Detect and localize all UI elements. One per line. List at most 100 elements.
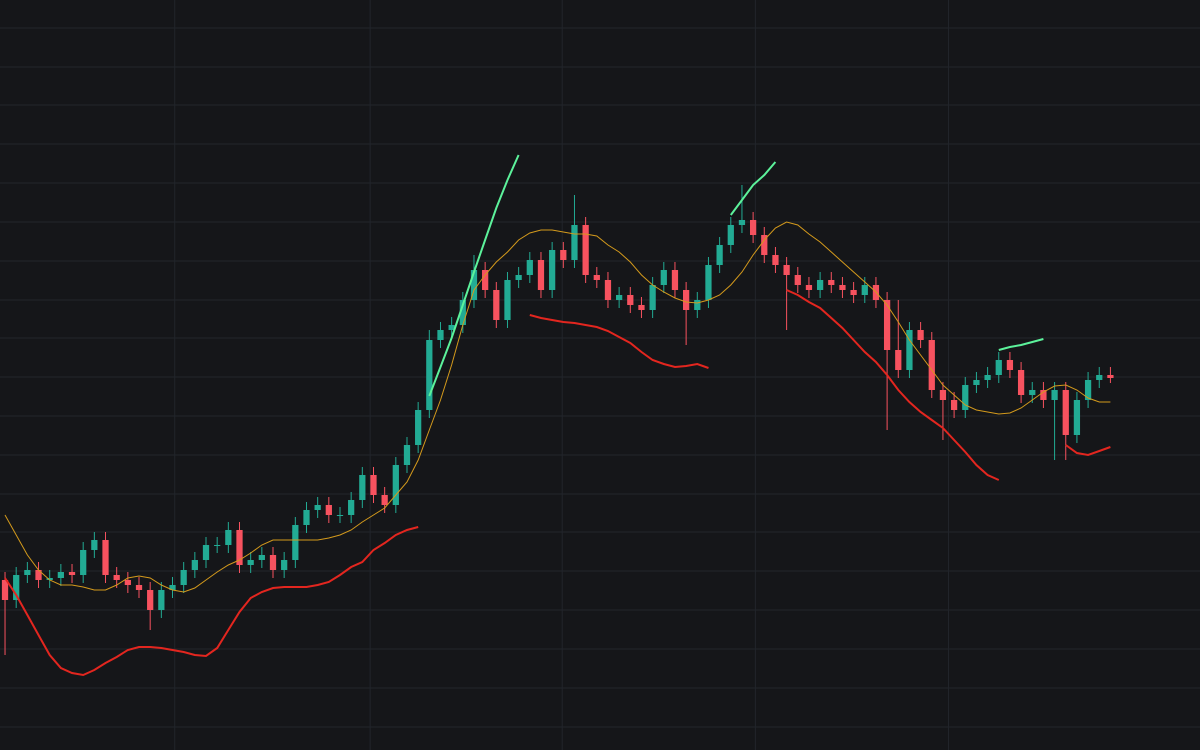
candle-body: [214, 545, 221, 546]
candle-body: [1073, 400, 1081, 435]
indicator-line: [998, 338, 1044, 351]
candle-body: [459, 300, 466, 325]
indicator-line: [786, 289, 1000, 481]
candle-body: [1062, 390, 1069, 435]
candle-body: [482, 270, 489, 290]
candle-body: [80, 550, 87, 575]
candle-body: [470, 270, 478, 300]
candle-body: [638, 305, 645, 310]
candle-body: [828, 280, 835, 285]
indicator-line: [428, 154, 520, 397]
candle-body: [537, 260, 545, 290]
candle-body: [180, 570, 187, 585]
candle-body: [560, 250, 567, 260]
candle-body: [861, 285, 868, 295]
candle-body: [169, 585, 176, 590]
candle-body: [113, 575, 120, 580]
candle-body: [816, 280, 824, 290]
candle-body: [549, 250, 556, 290]
candle-body: [805, 285, 813, 290]
candle-body: [1096, 375, 1103, 380]
candle-body: [392, 465, 399, 505]
candle-body: [281, 560, 288, 570]
candle-body: [939, 390, 947, 400]
candle-body: [336, 515, 344, 516]
candle-body: [839, 285, 846, 290]
candle-body: [749, 220, 757, 235]
candle-body: [348, 500, 355, 515]
candle-body: [727, 225, 734, 245]
candle-body: [660, 270, 667, 285]
indicator-line: [4, 526, 419, 677]
candle-body: [850, 290, 857, 295]
candle-body: [515, 275, 522, 280]
candle-body: [1029, 390, 1036, 395]
candle-body: [35, 570, 42, 580]
candle-body: [772, 255, 779, 265]
candle-body: [292, 525, 299, 560]
candle-body: [582, 225, 589, 275]
candle-body: [102, 540, 109, 575]
candle-body: [303, 510, 310, 525]
candle-body: [950, 400, 958, 410]
candle-body: [135, 585, 143, 590]
candle-body: [147, 590, 154, 610]
indicator-line: [529, 314, 709, 369]
candle-body: [917, 330, 924, 340]
candle-body: [370, 475, 377, 495]
candle-body: [1017, 370, 1025, 395]
candle-body: [895, 350, 902, 370]
candle-body: [325, 505, 332, 515]
candle-body: [269, 555, 277, 570]
candle-body: [504, 280, 511, 320]
candle-body: [158, 590, 165, 610]
candle-body: [437, 330, 444, 340]
candle-body: [1107, 375, 1114, 378]
candle-body: [794, 275, 801, 285]
candle-body: [906, 330, 913, 370]
candle-body: [91, 540, 98, 550]
candle-body: [593, 275, 600, 280]
candle-body: [403, 445, 411, 465]
candle-body: [124, 580, 131, 585]
candle-body: [202, 545, 210, 560]
candle-body: [783, 265, 790, 275]
candle-body: [682, 290, 690, 310]
candle-body: [883, 300, 891, 350]
candle-body: [928, 340, 935, 390]
candle-body: [426, 340, 433, 410]
candle-body: [493, 290, 500, 320]
candle-body: [13, 575, 20, 600]
candle-body: [649, 285, 656, 310]
candle-body: [1051, 390, 1058, 400]
candle-body: [415, 410, 422, 445]
indicator-line: [1065, 444, 1111, 457]
candle-body: [604, 280, 612, 300]
candle-body: [236, 530, 243, 565]
candle-body: [1, 580, 9, 600]
candle-body: [247, 560, 254, 565]
candle-body: [1006, 360, 1014, 370]
candle-body: [716, 245, 723, 265]
candle-body: [1084, 380, 1092, 400]
candle-body: [694, 300, 701, 310]
candle-body: [448, 325, 455, 330]
candle-body: [314, 505, 321, 510]
candle-body: [616, 295, 623, 300]
candle-body: [973, 380, 980, 385]
candle-body: [738, 220, 746, 225]
candle-body: [1040, 390, 1047, 400]
candle-body: [24, 570, 31, 575]
candle-body: [571, 225, 578, 260]
candle-body: [46, 578, 53, 580]
indicator-line: [729, 161, 777, 216]
candle-body: [526, 260, 533, 275]
candle-body: [984, 375, 991, 380]
candle-body: [627, 295, 634, 305]
candle-body: [671, 270, 679, 290]
candle-body: [705, 265, 712, 300]
candle-body: [381, 495, 388, 505]
candle-body: [57, 572, 64, 578]
